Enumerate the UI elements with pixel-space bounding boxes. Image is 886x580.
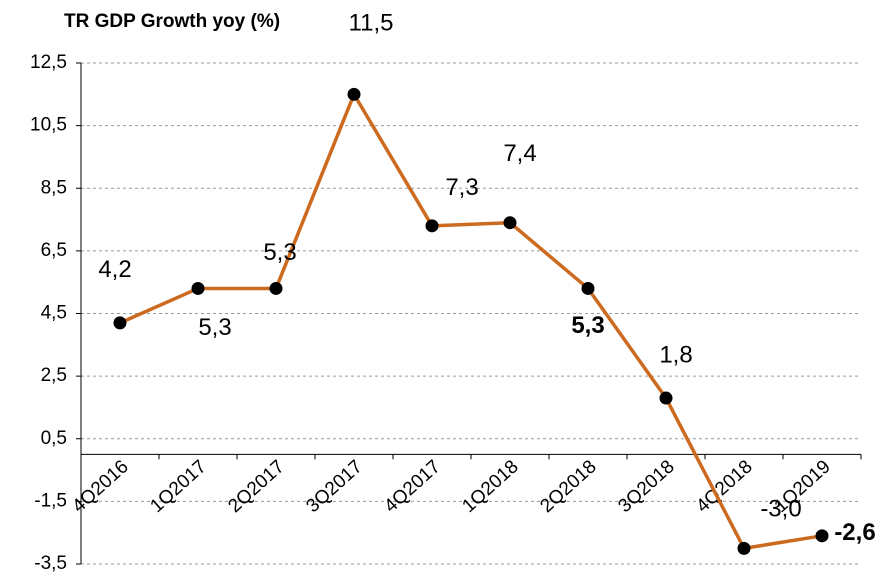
data-label: 11,5 (349, 10, 394, 37)
data-point (347, 87, 361, 101)
data-label: 7,4 (503, 140, 536, 167)
x-tick-label: 2Q2017 (224, 456, 288, 517)
data-point (503, 216, 517, 230)
data-point (425, 219, 439, 233)
chart-title: TR GDP Growth yoy (%) (64, 11, 280, 32)
data-label: 1,8 (659, 341, 692, 368)
data-label: 4,2 (98, 256, 131, 283)
x-tick-label: 4Q2016 (68, 456, 132, 517)
data-point (191, 281, 205, 295)
data-label: 5,3 (571, 312, 604, 339)
series-line (119, 90, 823, 551)
data-point (581, 281, 595, 295)
y-tick-label: 2,5 (41, 365, 67, 386)
y-tick-label: -3,5 (34, 553, 67, 574)
data-point (269, 281, 283, 295)
y-tick-label: 4,5 (41, 303, 67, 324)
y-tick-label: 10,5 (30, 115, 67, 136)
x-tick-label: 1Q2017 (146, 456, 210, 517)
data-label: 5,3 (263, 239, 296, 266)
data-point (737, 541, 751, 555)
data-label: 7,3 (445, 174, 478, 201)
data-label: 5,3 (198, 314, 231, 341)
y-tick-label: 8,5 (41, 177, 67, 198)
data-label: -2,6 (834, 519, 875, 546)
data-point (659, 391, 673, 405)
y-tick-label: 6,5 (41, 240, 67, 261)
data-point (815, 529, 829, 543)
y-tick-label: 12,5 (30, 52, 67, 73)
y-tick-label: -1,5 (34, 490, 67, 511)
data-point (113, 316, 127, 330)
data-label: -3,0 (760, 496, 801, 523)
x-tick-label: 3Q2018 (614, 456, 678, 517)
x-tick-label: 2Q2018 (536, 456, 600, 517)
x-tick-label: 3Q2017 (302, 456, 366, 517)
x-tick-label: 1Q2018 (458, 456, 522, 517)
y-tick-label: 0,5 (41, 428, 67, 449)
x-tick-label: 4Q2017 (380, 456, 444, 517)
